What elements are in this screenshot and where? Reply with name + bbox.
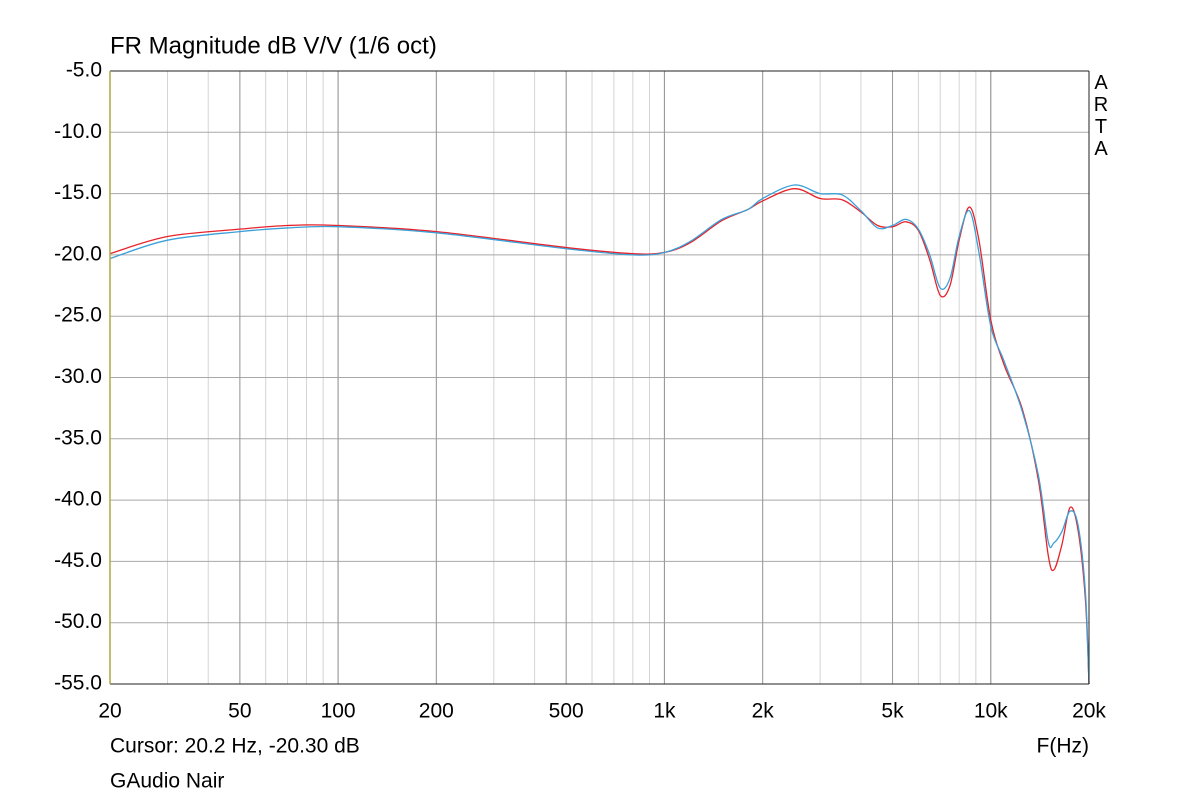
- series-line: [109, 188, 1090, 685]
- y-tick-label: -50.0: [54, 610, 102, 633]
- y-tick-label: -45.0: [54, 549, 102, 572]
- y-tick-label: -10.0: [54, 120, 102, 143]
- y-tick-label: -20.0: [54, 242, 102, 265]
- x-tick-label: 200: [419, 700, 454, 723]
- chart-title: FR Magnitude dB V/V (1/6 oct): [110, 32, 437, 59]
- y-tick-label: -25.0: [54, 304, 102, 327]
- x-tick-label: 100: [321, 700, 356, 723]
- x-tick-label: 5k: [881, 700, 904, 723]
- tick-labels: -5.0 -10.0 -15.0 -20.0 -25.0 -30.0 -35.0 -40.0 -…: [54, 59, 1106, 723]
- x-tick-label: 50: [228, 700, 251, 723]
- x-tick-label: 500: [549, 700, 584, 723]
- x-axis-label: F(Hz): [1037, 735, 1089, 758]
- x-tick-label: 2k: [752, 700, 775, 723]
- y-tick-label: -15.0: [54, 181, 102, 204]
- y-tick-label: -40.0: [54, 488, 102, 511]
- x-tick-label: 10k: [974, 700, 1008, 723]
- series-line: [109, 184, 1090, 685]
- footer: GAudio Nair: [110, 770, 224, 793]
- y-tick-label: -5.0: [66, 59, 102, 82]
- y-tick-label: -55.0: [54, 672, 102, 695]
- cursor-readout: Cursor: 20.2 Hz, -20.30 dB: [110, 735, 360, 758]
- y-tick-label: -30.0: [54, 365, 102, 388]
- x-tick-label: 20k: [1072, 700, 1106, 723]
- x-tick-label: 1k: [653, 700, 676, 723]
- x-tick-label: 20: [98, 700, 121, 723]
- y-tick-label: -35.0: [54, 426, 102, 449]
- grid: [109, 70, 1090, 685]
- watermark: ARTA: [1090, 72, 1112, 160]
- lines: [109, 184, 1090, 685]
